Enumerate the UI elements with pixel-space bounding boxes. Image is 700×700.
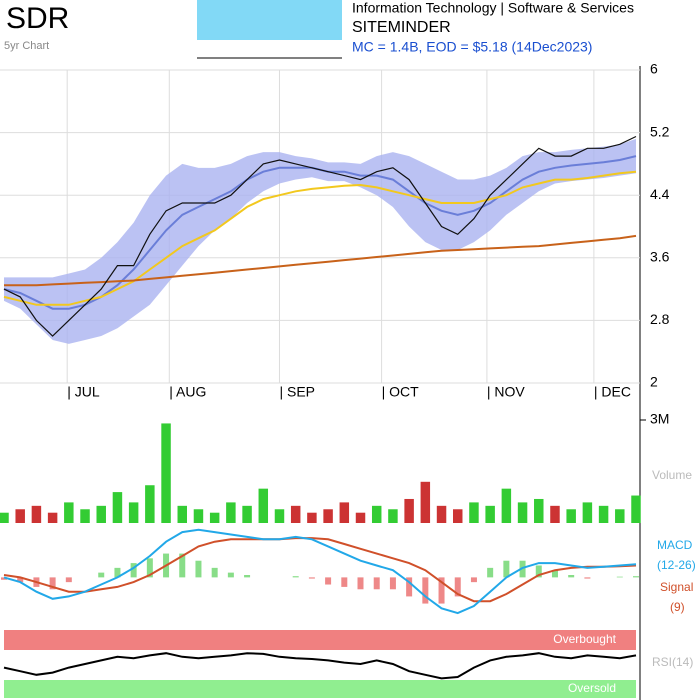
volume-bar: [566, 509, 576, 523]
overbought-label: Overbought: [553, 632, 616, 646]
volume-bar: [517, 502, 528, 523]
rsi-label: RSI(14): [652, 655, 693, 669]
volume-bar: [534, 498, 544, 523]
volume-bar: [453, 509, 463, 523]
volume-bar: [177, 505, 187, 523]
volume-bar: [193, 509, 204, 523]
volume-bar: [388, 509, 398, 523]
macd-line-0: [3, 528, 637, 615]
volume-bar: [307, 512, 317, 523]
volume-bar: [615, 509, 625, 523]
volume-bar: [80, 509, 90, 523]
x-tick-label: | JUL: [67, 384, 100, 400]
period: 5yr Chart: [4, 40, 49, 52]
volume-bar: [436, 505, 447, 523]
volume-bar: [47, 512, 58, 523]
x-tick-label: | OCT: [382, 384, 420, 400]
macd-label: (9): [670, 600, 685, 614]
volume-bar: [290, 505, 301, 523]
y-tick-label: 3.6: [650, 249, 670, 265]
volume-bar: [404, 498, 414, 523]
rsi-line: [3, 652, 637, 680]
volume-bar: [242, 505, 252, 523]
y-tick-label: 2.8: [650, 311, 670, 327]
summary: MC = 1.4B, EOD = $5.18 (14Dec2023): [352, 39, 592, 55]
line-5: [4, 234, 637, 287]
volume-bar: [371, 505, 382, 523]
volume-bar: [128, 502, 139, 523]
volume-bar: [145, 485, 155, 523]
y-tick-label: 2: [650, 374, 658, 390]
volume-bar: [631, 495, 641, 523]
volume-bar: [274, 509, 285, 523]
volume-bar: [96, 505, 106, 523]
y-tick-label: 5.2: [650, 123, 670, 139]
volume-bar: [550, 505, 560, 523]
close-line: [3, 135, 637, 337]
oversold-band: [4, 680, 636, 698]
volume-bar: [226, 502, 236, 523]
macd-label: MACD: [657, 538, 693, 552]
volume-bar: [323, 509, 333, 523]
volume-bar: [112, 492, 123, 523]
volume-label: Volume: [652, 468, 692, 482]
volume-bar: [258, 488, 269, 523]
volume-bar: [582, 502, 593, 523]
volume-bar: [355, 512, 366, 523]
volume-bar: [469, 502, 479, 523]
ticker: SDR: [6, 2, 69, 35]
line-4: [3, 170, 637, 306]
x-tick-label: | DEC: [594, 384, 631, 400]
volume-bar: [339, 502, 350, 523]
x-tick-label: | NOV: [487, 384, 526, 400]
x-tick-label: | AUG: [169, 384, 206, 400]
bollinger-band: [4, 138, 636, 344]
volume-bar: [209, 512, 220, 523]
macd-line-1: [3, 537, 637, 603]
overbought-band: [4, 630, 636, 650]
x-tick-label: | SEP: [279, 384, 315, 400]
volume-bar: [0, 512, 9, 523]
oversold-label: Oversold: [568, 681, 616, 695]
volume-bar: [64, 502, 74, 523]
macd-label: (12-26): [657, 558, 696, 572]
volume-bar: [598, 505, 609, 523]
thumbnail: [197, 0, 342, 40]
volume-bar: [31, 505, 42, 523]
volume-bar: [420, 481, 431, 523]
company: SITEMINDER: [352, 19, 451, 36]
y-tick-label: 4.4: [650, 186, 670, 202]
volume-bar: [501, 488, 512, 523]
y-tick-label: 3M: [650, 411, 669, 427]
sector: Information Technology | Software & Serv…: [352, 0, 634, 16]
macd-label: Signal: [660, 580, 693, 594]
y-tick-label: 6: [650, 61, 658, 77]
volume-bar: [161, 423, 171, 523]
volume-bar: [15, 509, 25, 523]
volume-bar: [485, 505, 495, 523]
